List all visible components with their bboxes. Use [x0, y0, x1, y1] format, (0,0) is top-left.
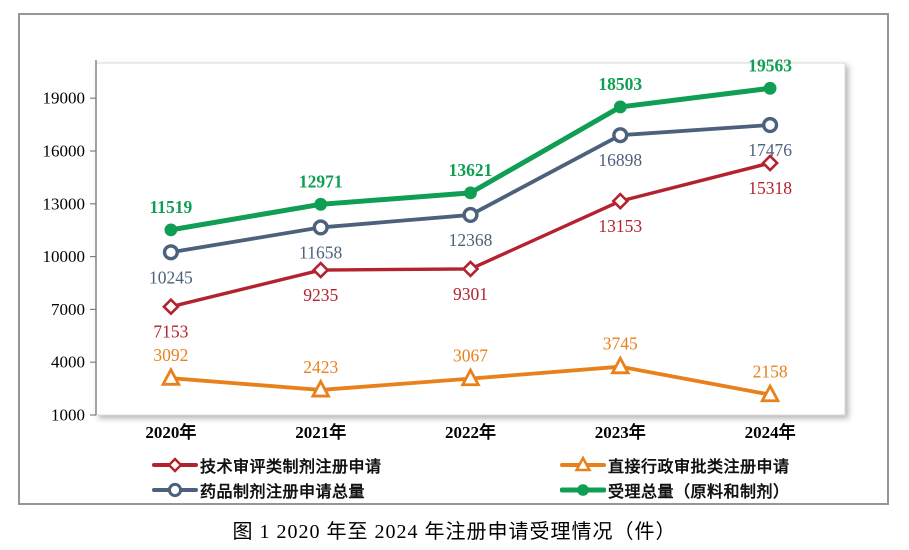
svg-text:11519: 11519	[150, 197, 193, 217]
svg-text:9235: 9235	[303, 285, 338, 305]
figure-caption: 图 1 2020 年至 2024 年注册申请受理情况（件）	[232, 521, 677, 543]
svg-text:7000: 7000	[51, 300, 85, 319]
legend-marker-triangle-icon	[560, 455, 606, 472]
svg-text:7153: 7153	[153, 322, 188, 342]
svg-text:3067: 3067	[453, 346, 488, 366]
svg-text:17476: 17476	[748, 140, 792, 160]
legend-marker-diamond-icon	[152, 457, 198, 473]
svg-text:19000: 19000	[43, 89, 86, 108]
chart-legend: 技术审评类制剂注册申请 直接行政审批类注册申请 药品制剂注册申请总量 受理总量（…	[152, 453, 789, 502]
svg-text:18503: 18503	[598, 74, 642, 94]
svg-text:12368: 12368	[449, 230, 493, 250]
svg-text:3092: 3092	[153, 345, 188, 365]
svg-text:11658: 11658	[299, 242, 342, 262]
legend-label: 直接行政审批类注册申请	[608, 459, 790, 476]
svg-text:12971: 12971	[299, 171, 343, 191]
svg-text:10245: 10245	[149, 267, 193, 287]
legend-label: 药品制剂注册申请总量	[200, 484, 366, 501]
legend-marker-dot-icon	[560, 484, 606, 496]
svg-text:19563: 19563	[748, 55, 792, 75]
svg-text:1000: 1000	[51, 406, 85, 425]
svg-text:13621: 13621	[449, 160, 493, 180]
svg-text:13000: 13000	[43, 194, 86, 213]
svg-text:2021年: 2021年	[295, 422, 346, 442]
svg-text:2423: 2423	[303, 357, 338, 377]
svg-text:2020年: 2020年	[145, 422, 196, 442]
svg-text:2158: 2158	[753, 362, 788, 382]
svg-text:10000: 10000	[43, 247, 86, 266]
legend-item-direct-approval: 直接行政审批类注册申请	[560, 453, 790, 477]
svg-text:15318: 15318	[748, 178, 792, 198]
svg-text:2023年: 2023年	[595, 422, 646, 442]
svg-text:13153: 13153	[598, 216, 642, 236]
legend-item-accepted-total: 受理总量（原料和制剂）	[560, 478, 790, 502]
svg-text:16000: 16000	[43, 142, 86, 161]
svg-text:9301: 9301	[453, 284, 488, 304]
legend-label: 技术审评类制剂注册申请	[200, 459, 382, 476]
svg-text:3745: 3745	[603, 334, 638, 354]
svg-text:2024年: 2024年	[745, 422, 796, 442]
legend-label: 受理总量（原料和制剂）	[608, 484, 790, 501]
svg-text:2022年: 2022年	[445, 422, 496, 442]
legend-item-tech-review: 技术审评类制剂注册申请	[152, 453, 560, 477]
svg-text:4000: 4000	[51, 353, 85, 372]
legend-marker-circle-icon	[152, 482, 198, 498]
svg-text:16898: 16898	[598, 150, 642, 170]
legend-item-drug-total: 药品制剂注册申请总量	[152, 478, 560, 502]
